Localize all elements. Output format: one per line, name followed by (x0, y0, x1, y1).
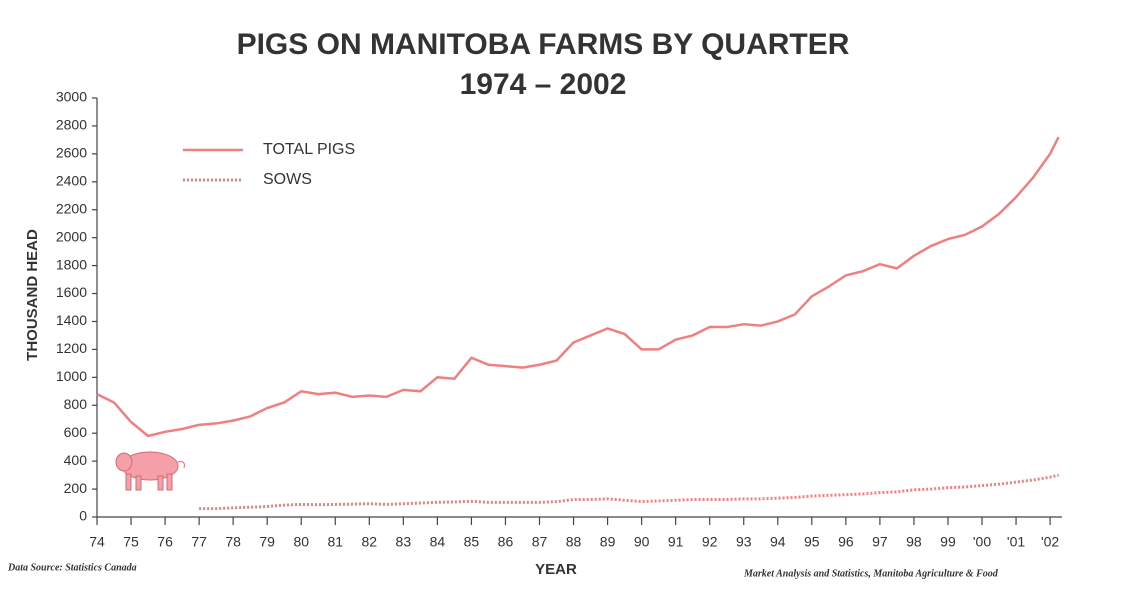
x-tick-label: 85 (464, 534, 480, 550)
y-tick-label: 1200 (56, 340, 87, 356)
x-tick-label: 89 (600, 534, 616, 550)
x-tick-label: 80 (293, 534, 309, 550)
y-tick-label: 2600 (56, 145, 87, 161)
y-axis-label: THOUSAND HEAD (24, 229, 41, 361)
legend-label: TOTAL PIGS (263, 141, 355, 158)
x-tick-label: 86 (498, 534, 514, 550)
x-tick-label: 75 (123, 534, 139, 550)
x-tick-label: 82 (362, 534, 378, 550)
y-tick-label: 1600 (56, 284, 87, 300)
x-tick-label: 76 (157, 534, 173, 550)
x-tick-label: 79 (259, 534, 275, 550)
x-tick-label: 96 (838, 534, 854, 550)
y-tick-label: 3000 (56, 89, 87, 105)
x-tick-label: 74 (89, 534, 105, 550)
x-tick-label: '00 (973, 534, 991, 550)
y-tick-label: 2000 (56, 228, 87, 244)
y-tick-label: 2800 (56, 117, 87, 133)
x-tick-label: 77 (191, 534, 207, 550)
y-tick-label: 2400 (56, 173, 87, 189)
x-tick-label: 99 (940, 534, 956, 550)
x-axis-label: YEAR (535, 561, 577, 578)
chart-subtitle: 1974 – 2002 (460, 68, 627, 101)
x-tick-label: 95 (804, 534, 820, 550)
x-tick-label: 93 (736, 534, 752, 550)
x-tick-label: 78 (225, 534, 241, 550)
x-tick-label: 94 (770, 534, 786, 550)
x-tick-label: 84 (430, 534, 446, 550)
x-tick-label: 92 (702, 534, 718, 550)
y-tick-label: 200 (64, 480, 88, 496)
series-line (199, 473, 1059, 511)
legend-label: SOWS (263, 171, 312, 188)
x-tick-label: '01 (1007, 534, 1025, 550)
x-tick-label: 87 (532, 534, 548, 550)
credit-note: Market Analysis and Statistics, Manitoba… (743, 568, 999, 579)
y-tick-label: 400 (64, 452, 88, 468)
y-tick-label: 800 (64, 396, 88, 412)
x-tick-label: 98 (906, 534, 922, 550)
y-tick-label: 1000 (56, 368, 87, 384)
y-tick-label: 0 (79, 508, 87, 524)
x-tick-label: 90 (634, 534, 650, 550)
x-tick-label: 83 (396, 534, 412, 550)
x-tick-label: '02 (1041, 534, 1059, 550)
x-tick-label: 91 (668, 534, 684, 550)
x-tick-label: 97 (872, 534, 888, 550)
series-line (96, 136, 1060, 438)
x-tick-label: 81 (327, 534, 343, 550)
y-tick-label: 1400 (56, 312, 87, 328)
y-tick-label: 600 (64, 424, 88, 440)
pig-icon (115, 451, 185, 491)
y-tick-label: 2200 (56, 200, 87, 216)
source-note: Data Source: Statistics Canada (7, 562, 137, 573)
x-tick-label: 88 (566, 534, 582, 550)
y-tick-label: 1800 (56, 256, 87, 272)
chart-title: PIGS ON MANITOBA FARMS BY QUARTER (237, 28, 850, 61)
